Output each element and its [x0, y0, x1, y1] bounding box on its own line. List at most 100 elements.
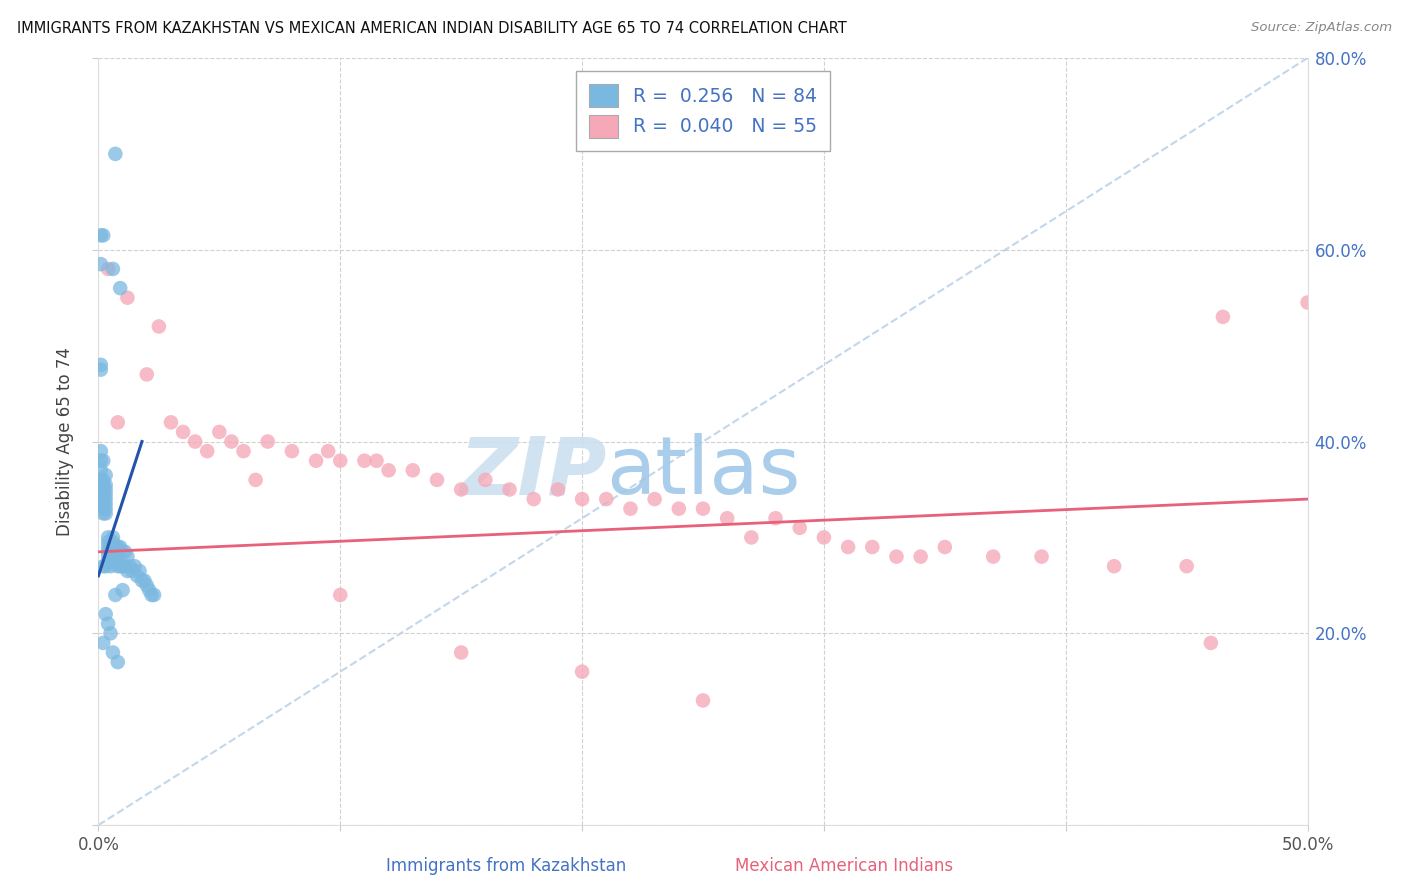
- Point: [97, 262, 120, 277]
- Point: [402, 463, 425, 477]
- Point: [668, 501, 690, 516]
- Point: [117, 291, 139, 305]
- Point: [148, 319, 170, 334]
- Point: [100, 554, 122, 568]
- Point: [97, 545, 120, 559]
- Point: [101, 262, 124, 277]
- Point: [107, 655, 129, 669]
- Point: [107, 416, 129, 430]
- Point: [571, 491, 593, 506]
- Point: [100, 559, 122, 574]
- Point: [160, 416, 183, 430]
- Point: [90, 444, 112, 458]
- Point: [91, 453, 114, 467]
- Point: [353, 453, 375, 467]
- Point: [94, 607, 117, 621]
- Point: [221, 434, 243, 449]
- Point: [91, 636, 114, 650]
- Point: [97, 616, 120, 631]
- Point: [1212, 310, 1234, 324]
- Point: [104, 554, 127, 568]
- Y-axis label: Disability Age 65 to 74: Disability Age 65 to 74: [56, 347, 75, 536]
- Point: [329, 588, 352, 602]
- Point: [90, 358, 112, 372]
- Point: [91, 473, 114, 487]
- Point: [100, 626, 122, 640]
- Point: [100, 545, 122, 559]
- Point: [90, 473, 112, 487]
- Point: [104, 588, 127, 602]
- Point: [135, 578, 157, 592]
- Point: [523, 491, 546, 506]
- Point: [860, 540, 883, 554]
- Point: [426, 473, 449, 487]
- Text: IMMIGRANTS FROM KAZAKHSTAN VS MEXICAN AMERICAN INDIAN DISABILITY AGE 65 TO 74 CO: IMMIGRANTS FROM KAZAKHSTAN VS MEXICAN AM…: [17, 21, 846, 37]
- Point: [94, 483, 117, 497]
- Point: [450, 483, 472, 497]
- Point: [118, 559, 141, 574]
- Point: [474, 473, 496, 487]
- Point: [117, 564, 139, 578]
- Point: [94, 487, 117, 501]
- Point: [91, 483, 114, 497]
- Point: [111, 545, 134, 559]
- Point: [813, 530, 835, 544]
- Point: [104, 549, 127, 564]
- Point: [100, 540, 122, 554]
- Point: [90, 362, 112, 376]
- Point: [981, 549, 1004, 564]
- Point: [97, 549, 120, 564]
- Text: atlas: atlas: [606, 434, 800, 511]
- Point: [789, 521, 811, 535]
- Point: [100, 549, 122, 564]
- Point: [91, 477, 114, 491]
- Point: [97, 554, 120, 568]
- Point: [108, 540, 131, 554]
- Point: [114, 559, 136, 574]
- Point: [94, 501, 117, 516]
- Text: Source: ZipAtlas.com: Source: ZipAtlas.com: [1251, 21, 1392, 35]
- Point: [108, 281, 131, 295]
- Text: Immigrants from Kazakhstan: Immigrants from Kazakhstan: [387, 856, 626, 874]
- Point: [94, 477, 117, 491]
- Point: [97, 540, 120, 554]
- Point: [619, 501, 641, 516]
- Point: [934, 540, 956, 554]
- Point: [90, 257, 112, 271]
- Text: Mexican American Indians: Mexican American Indians: [734, 856, 953, 874]
- Point: [765, 511, 787, 525]
- Point: [595, 491, 617, 506]
- Point: [232, 444, 254, 458]
- Point: [837, 540, 859, 554]
- Point: [108, 559, 131, 574]
- Point: [90, 487, 112, 501]
- Point: [138, 583, 160, 598]
- Point: [107, 545, 129, 559]
- Point: [1031, 549, 1053, 564]
- Text: ZIP: ZIP: [458, 434, 606, 511]
- Point: [107, 559, 129, 574]
- Point: [90, 228, 112, 243]
- Point: [101, 535, 124, 549]
- Point: [498, 483, 520, 497]
- Point: [1102, 559, 1125, 574]
- Point: [305, 453, 328, 467]
- Point: [910, 549, 932, 564]
- Point: [97, 530, 120, 544]
- Point: [104, 545, 127, 559]
- Legend: R =  0.256   N = 84, R =  0.040   N = 55: R = 0.256 N = 84, R = 0.040 N = 55: [576, 71, 830, 151]
- Point: [107, 540, 129, 554]
- Point: [377, 463, 399, 477]
- Point: [692, 693, 714, 707]
- Point: [571, 665, 593, 679]
- Point: [886, 549, 908, 564]
- Point: [143, 588, 166, 602]
- Point: [91, 228, 114, 243]
- Point: [101, 545, 124, 559]
- Point: [94, 507, 117, 521]
- Point: [91, 491, 114, 506]
- Point: [101, 540, 124, 554]
- Point: [692, 501, 714, 516]
- Point: [117, 549, 139, 564]
- Point: [1199, 636, 1222, 650]
